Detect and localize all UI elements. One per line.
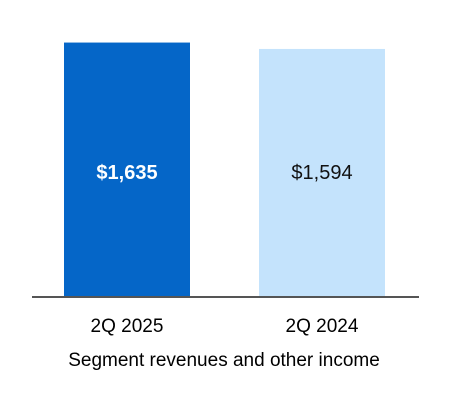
x-axis-title: Segment revenues and other income [68, 350, 380, 371]
bar-0 [64, 42, 190, 297]
value-labels-layer: $1,635 $1,594 [96, 162, 352, 184]
category-label-1: 2Q 2024 [286, 316, 359, 337]
category-labels-layer: 2Q 2025 2Q 2024 [91, 316, 359, 337]
value-label-1: $1,594 [291, 162, 352, 184]
bars-layer [64, 42, 385, 298]
bar-1 [259, 48, 385, 298]
value-label-0: $1,635 [96, 162, 157, 184]
category-label-0: 2Q 2025 [91, 316, 164, 337]
